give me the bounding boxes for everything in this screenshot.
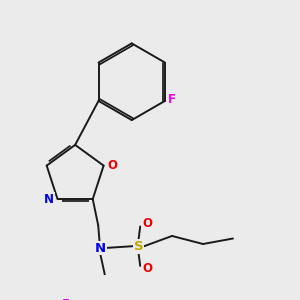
Text: N: N [94,242,106,254]
Text: O: O [142,262,152,275]
Text: S: S [134,240,143,253]
Text: O: O [142,217,152,230]
Text: F: F [167,93,175,106]
Text: O: O [107,159,117,172]
Text: N: N [44,193,54,206]
Text: F: F [62,298,70,300]
